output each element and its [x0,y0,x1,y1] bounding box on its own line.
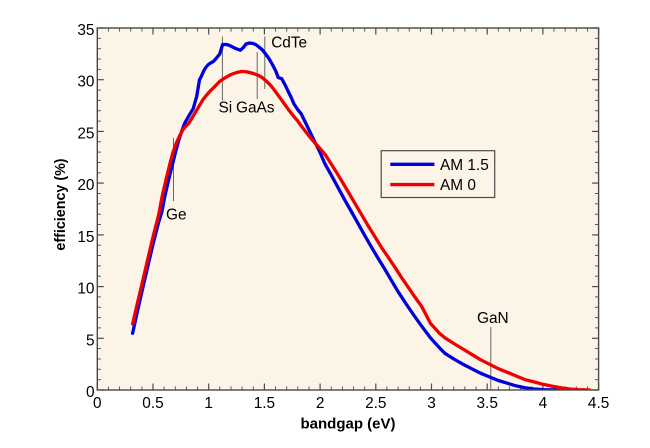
svg-text:2.5: 2.5 [365,395,386,412]
svg-text:1: 1 [204,395,213,412]
svg-text:1.5: 1.5 [254,395,275,412]
svg-text:Ge: Ge [166,207,187,224]
svg-text:20: 20 [77,177,94,194]
svg-text:GaAs: GaAs [236,100,275,117]
svg-text:4.5: 4.5 [588,395,609,412]
svg-text:GaN: GaN [477,310,509,327]
svg-text:efficiency (%): efficiency (%) [53,158,69,250]
svg-text:0: 0 [93,395,102,412]
svg-text:bandgap (eV): bandgap (eV) [300,416,395,433]
svg-text:AM 1.5: AM 1.5 [440,157,489,174]
svg-text:35: 35 [77,22,94,39]
svg-text:Si: Si [219,100,233,117]
svg-text:AM 0: AM 0 [440,177,476,194]
svg-text:5: 5 [86,332,95,349]
svg-text:3: 3 [427,395,436,412]
svg-text:4: 4 [539,395,548,412]
svg-text:3.5: 3.5 [476,395,497,412]
svg-text:0: 0 [86,384,95,401]
svg-text:CdTe: CdTe [271,34,307,51]
svg-text:25: 25 [77,125,94,142]
svg-text:15: 15 [77,229,94,246]
svg-text:0.5: 0.5 [142,395,163,412]
svg-text:30: 30 [77,74,94,91]
svg-text:2: 2 [316,395,325,412]
svg-text:10: 10 [77,281,94,298]
